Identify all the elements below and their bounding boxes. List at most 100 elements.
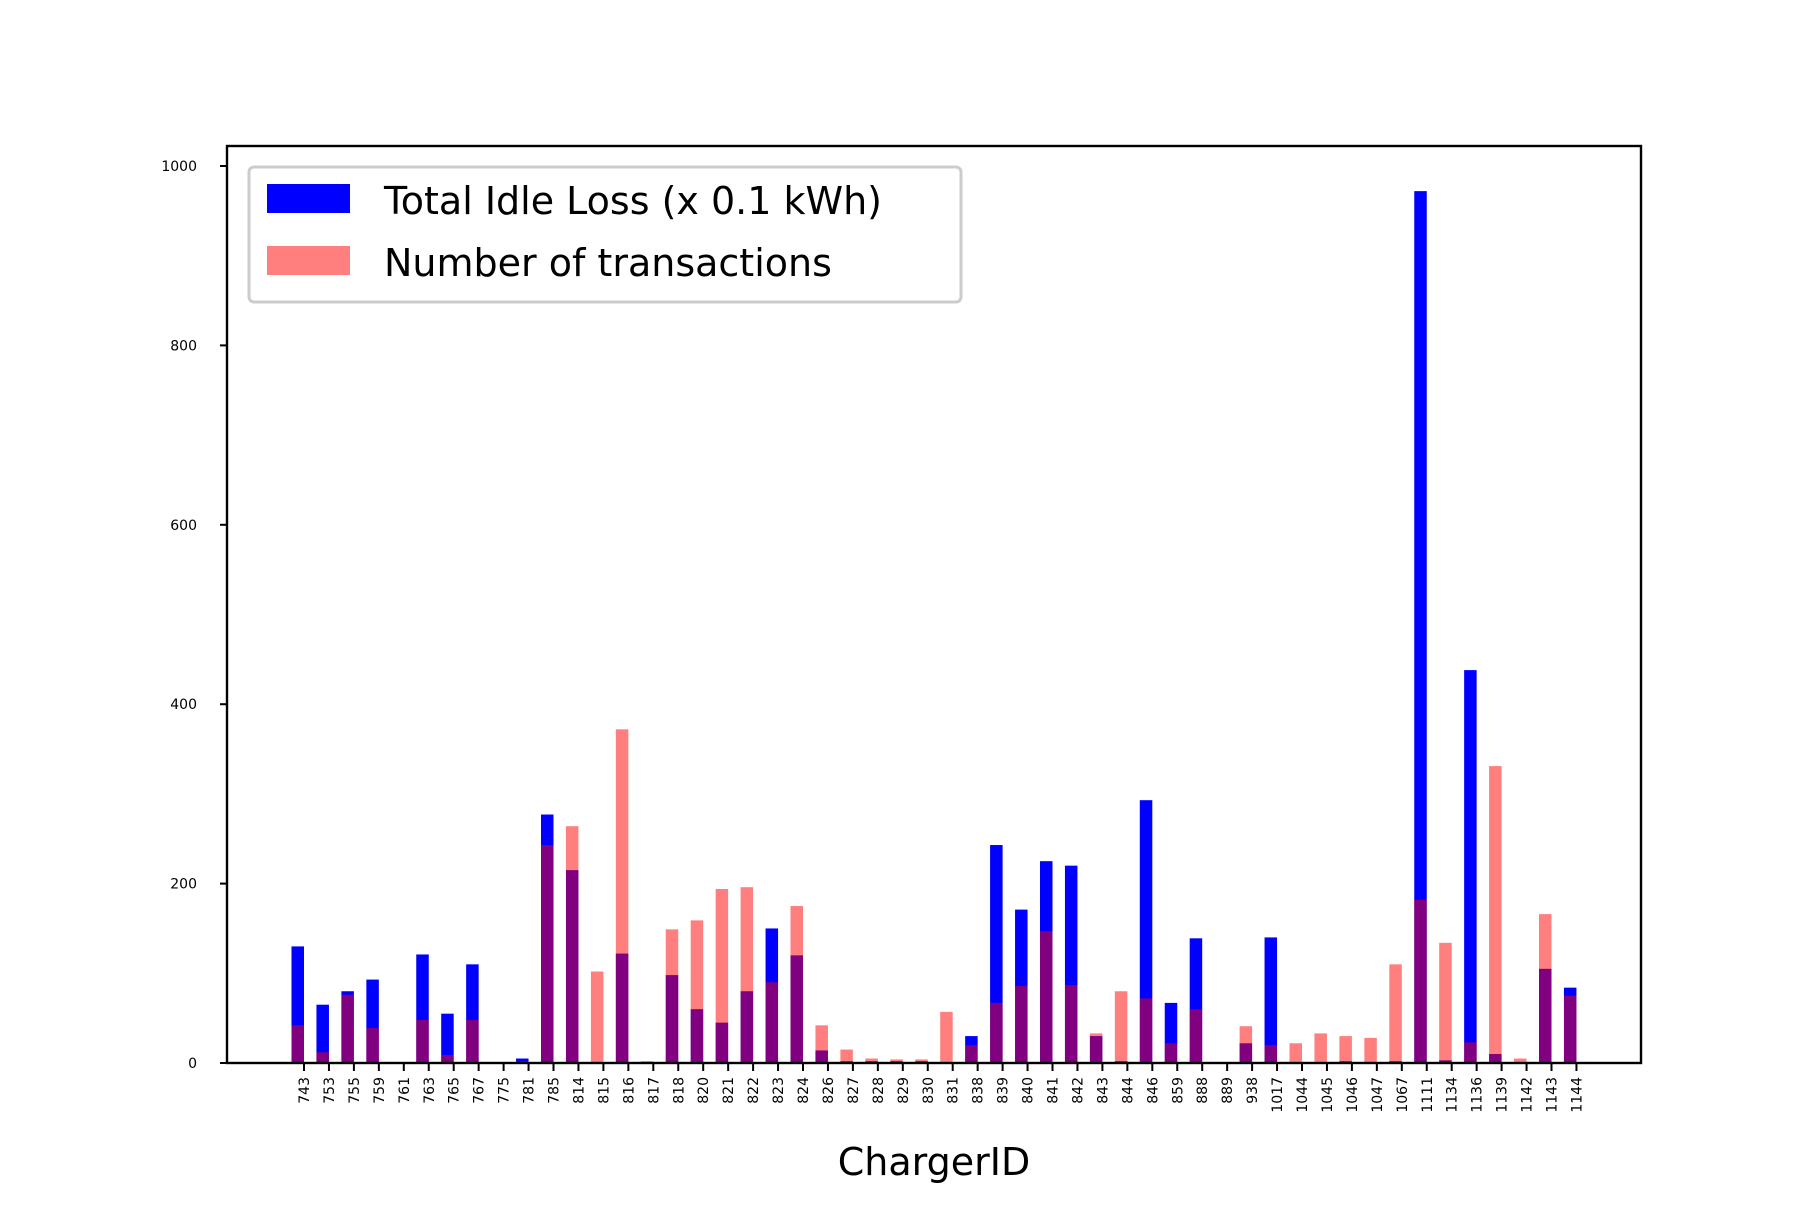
x-tick-label-1136: 1136: [1470, 1077, 1486, 1113]
x-tick-label-820: 820: [696, 1077, 712, 1104]
x-tick-label-1046: 1046: [1345, 1077, 1361, 1113]
plot-frame: [225, 144, 1643, 1065]
x-tick-label-761: 761: [397, 1077, 413, 1104]
x-tick-label-759: 759: [372, 1077, 388, 1104]
x-tick-label-781: 781: [522, 1077, 538, 1104]
bar-transactions-765: [441, 1054, 454, 1063]
legend-label-idle-loss: Total Idle Loss (x 0.1 kWh): [383, 179, 882, 223]
y-tick-label-800: 800: [170, 338, 197, 354]
x-tick-label-765: 765: [447, 1077, 463, 1104]
x-tick-label-1134: 1134: [1445, 1077, 1461, 1113]
bar-transactions-820: [690, 920, 704, 1063]
bar-transactions-816: [615, 729, 629, 1063]
bar-transactions-859: [1164, 1043, 1178, 1063]
x-tick-label-1143: 1143: [1545, 1077, 1561, 1113]
x-axis-label: ChargerID: [838, 1140, 1030, 1184]
x-tick-label-831: 831: [946, 1077, 962, 1104]
bar-transactions-831: [940, 1011, 953, 1063]
bar-transactions-828: [865, 1058, 878, 1063]
x-tick-label-844: 844: [1120, 1077, 1136, 1104]
x-tick-label-815: 815: [596, 1077, 612, 1104]
bar-transactions-938: [1239, 1026, 1253, 1063]
bar-transactions-1136: [1464, 1042, 1477, 1063]
x-tick-label-763: 763: [422, 1077, 438, 1104]
bar-transactions-767: [466, 1019, 479, 1063]
y-axis: 0 200 400 600 800 1000: [161, 159, 227, 1072]
bar-transactions-826: [815, 1025, 828, 1063]
x-tick-label-826: 826: [821, 1077, 837, 1104]
bar-transactions-840: [1015, 985, 1028, 1063]
x-tick-label-1111: 1111: [1420, 1077, 1436, 1113]
bar-transactions-844: [1114, 991, 1128, 1063]
legend-swatch-idle-loss: [267, 184, 350, 213]
bar-transactions-755: [341, 994, 354, 1063]
bar-idle-loss-1136: [1464, 670, 1477, 1063]
x-tick-label-1045: 1045: [1320, 1077, 1336, 1113]
x-tick-label-1044: 1044: [1295, 1077, 1311, 1113]
bar-transactions-785: [541, 845, 554, 1063]
bar-idle-loss-753: [316, 1004, 329, 1063]
x-tick-label-828: 828: [871, 1077, 887, 1104]
bar-transactions-829: [890, 1059, 903, 1063]
bar-transactions-842: [1064, 984, 1078, 1063]
x-tick-label-824: 824: [796, 1077, 812, 1104]
x-tick-label-823: 823: [771, 1077, 787, 1104]
legend-box: [247, 165, 963, 304]
x-tick-label-775: 775: [497, 1077, 513, 1104]
x-tick-label-753: 753: [322, 1077, 338, 1104]
x-tick-label-1047: 1047: [1370, 1077, 1386, 1113]
bar-transactions-1044: [1289, 1043, 1302, 1063]
bar-transactions-759: [366, 1028, 379, 1063]
legend-swatch-transactions: [267, 246, 350, 275]
bar-idle-loss-765: [441, 1013, 454, 1063]
x-tick-label-767: 767: [472, 1077, 488, 1104]
x-tick-label-755: 755: [347, 1077, 363, 1104]
bar-transactions-824: [790, 906, 803, 1063]
bar-transactions-838: [965, 1045, 978, 1063]
bar-transactions-846: [1139, 998, 1153, 1063]
bar-transactions-1067: [1389, 964, 1402, 1063]
y-tick-label-1000: 1000: [161, 159, 197, 175]
bar-transactions-753: [316, 1052, 329, 1063]
bar-idle-loss-1111: [1414, 191, 1427, 1063]
x-tick-label-830: 830: [921, 1077, 937, 1104]
x-tick-label-1142: 1142: [1520, 1077, 1536, 1113]
bar-transactions-1144: [1563, 995, 1577, 1063]
x-tick-label-814: 814: [571, 1077, 587, 1104]
x-tick-label-889: 889: [1220, 1077, 1236, 1104]
x-tick-label-827: 827: [846, 1077, 862, 1104]
bar-transactions-841: [1040, 931, 1053, 1063]
bar-transactions-1139: [1489, 766, 1502, 1063]
bar-transactions-1017: [1264, 1045, 1278, 1063]
x-axis: 743 753 755 759 761 763 765 767 775 781 785 814 815 8…: [297, 1063, 1585, 1113]
x-tick-label-821: 821: [721, 1077, 737, 1104]
bar-transactions-888: [1189, 1009, 1203, 1063]
bar-transactions-1111: [1414, 899, 1427, 1063]
x-tick-label-818: 818: [671, 1077, 687, 1104]
bar-transactions-843: [1089, 1033, 1103, 1063]
x-tick-label-839: 839: [996, 1077, 1012, 1104]
bar-transactions-1143: [1539, 914, 1552, 1063]
bar-transactions-815: [590, 971, 604, 1063]
bar-transactions-1142: [1514, 1058, 1527, 1063]
bar-transactions-1045: [1314, 1033, 1327, 1063]
bar-transactions-743: [291, 1025, 304, 1063]
bar-transactions-822: [740, 887, 754, 1063]
bar-idle-loss-846: [1139, 800, 1153, 1063]
bar-transactions-1046: [1339, 1036, 1352, 1063]
x-tick-label-817: 817: [646, 1077, 662, 1104]
x-tick-label-846: 846: [1145, 1077, 1161, 1104]
x-tick-label-841: 841: [1046, 1077, 1062, 1104]
y-tick-label-0: 0: [188, 1056, 197, 1072]
x-tick-label-1144: 1144: [1569, 1077, 1585, 1113]
x-tick-label-816: 816: [621, 1077, 637, 1104]
bar-transactions-827: [840, 1049, 853, 1063]
x-tick-label-743: 743: [297, 1077, 313, 1104]
x-tick-label-840: 840: [1021, 1077, 1037, 1104]
y-tick-label-600: 600: [170, 518, 197, 534]
bar-transactions-839: [990, 1002, 1003, 1063]
x-tick-label-822: 822: [746, 1077, 762, 1104]
x-tick-label-1017: 1017: [1270, 1077, 1286, 1113]
